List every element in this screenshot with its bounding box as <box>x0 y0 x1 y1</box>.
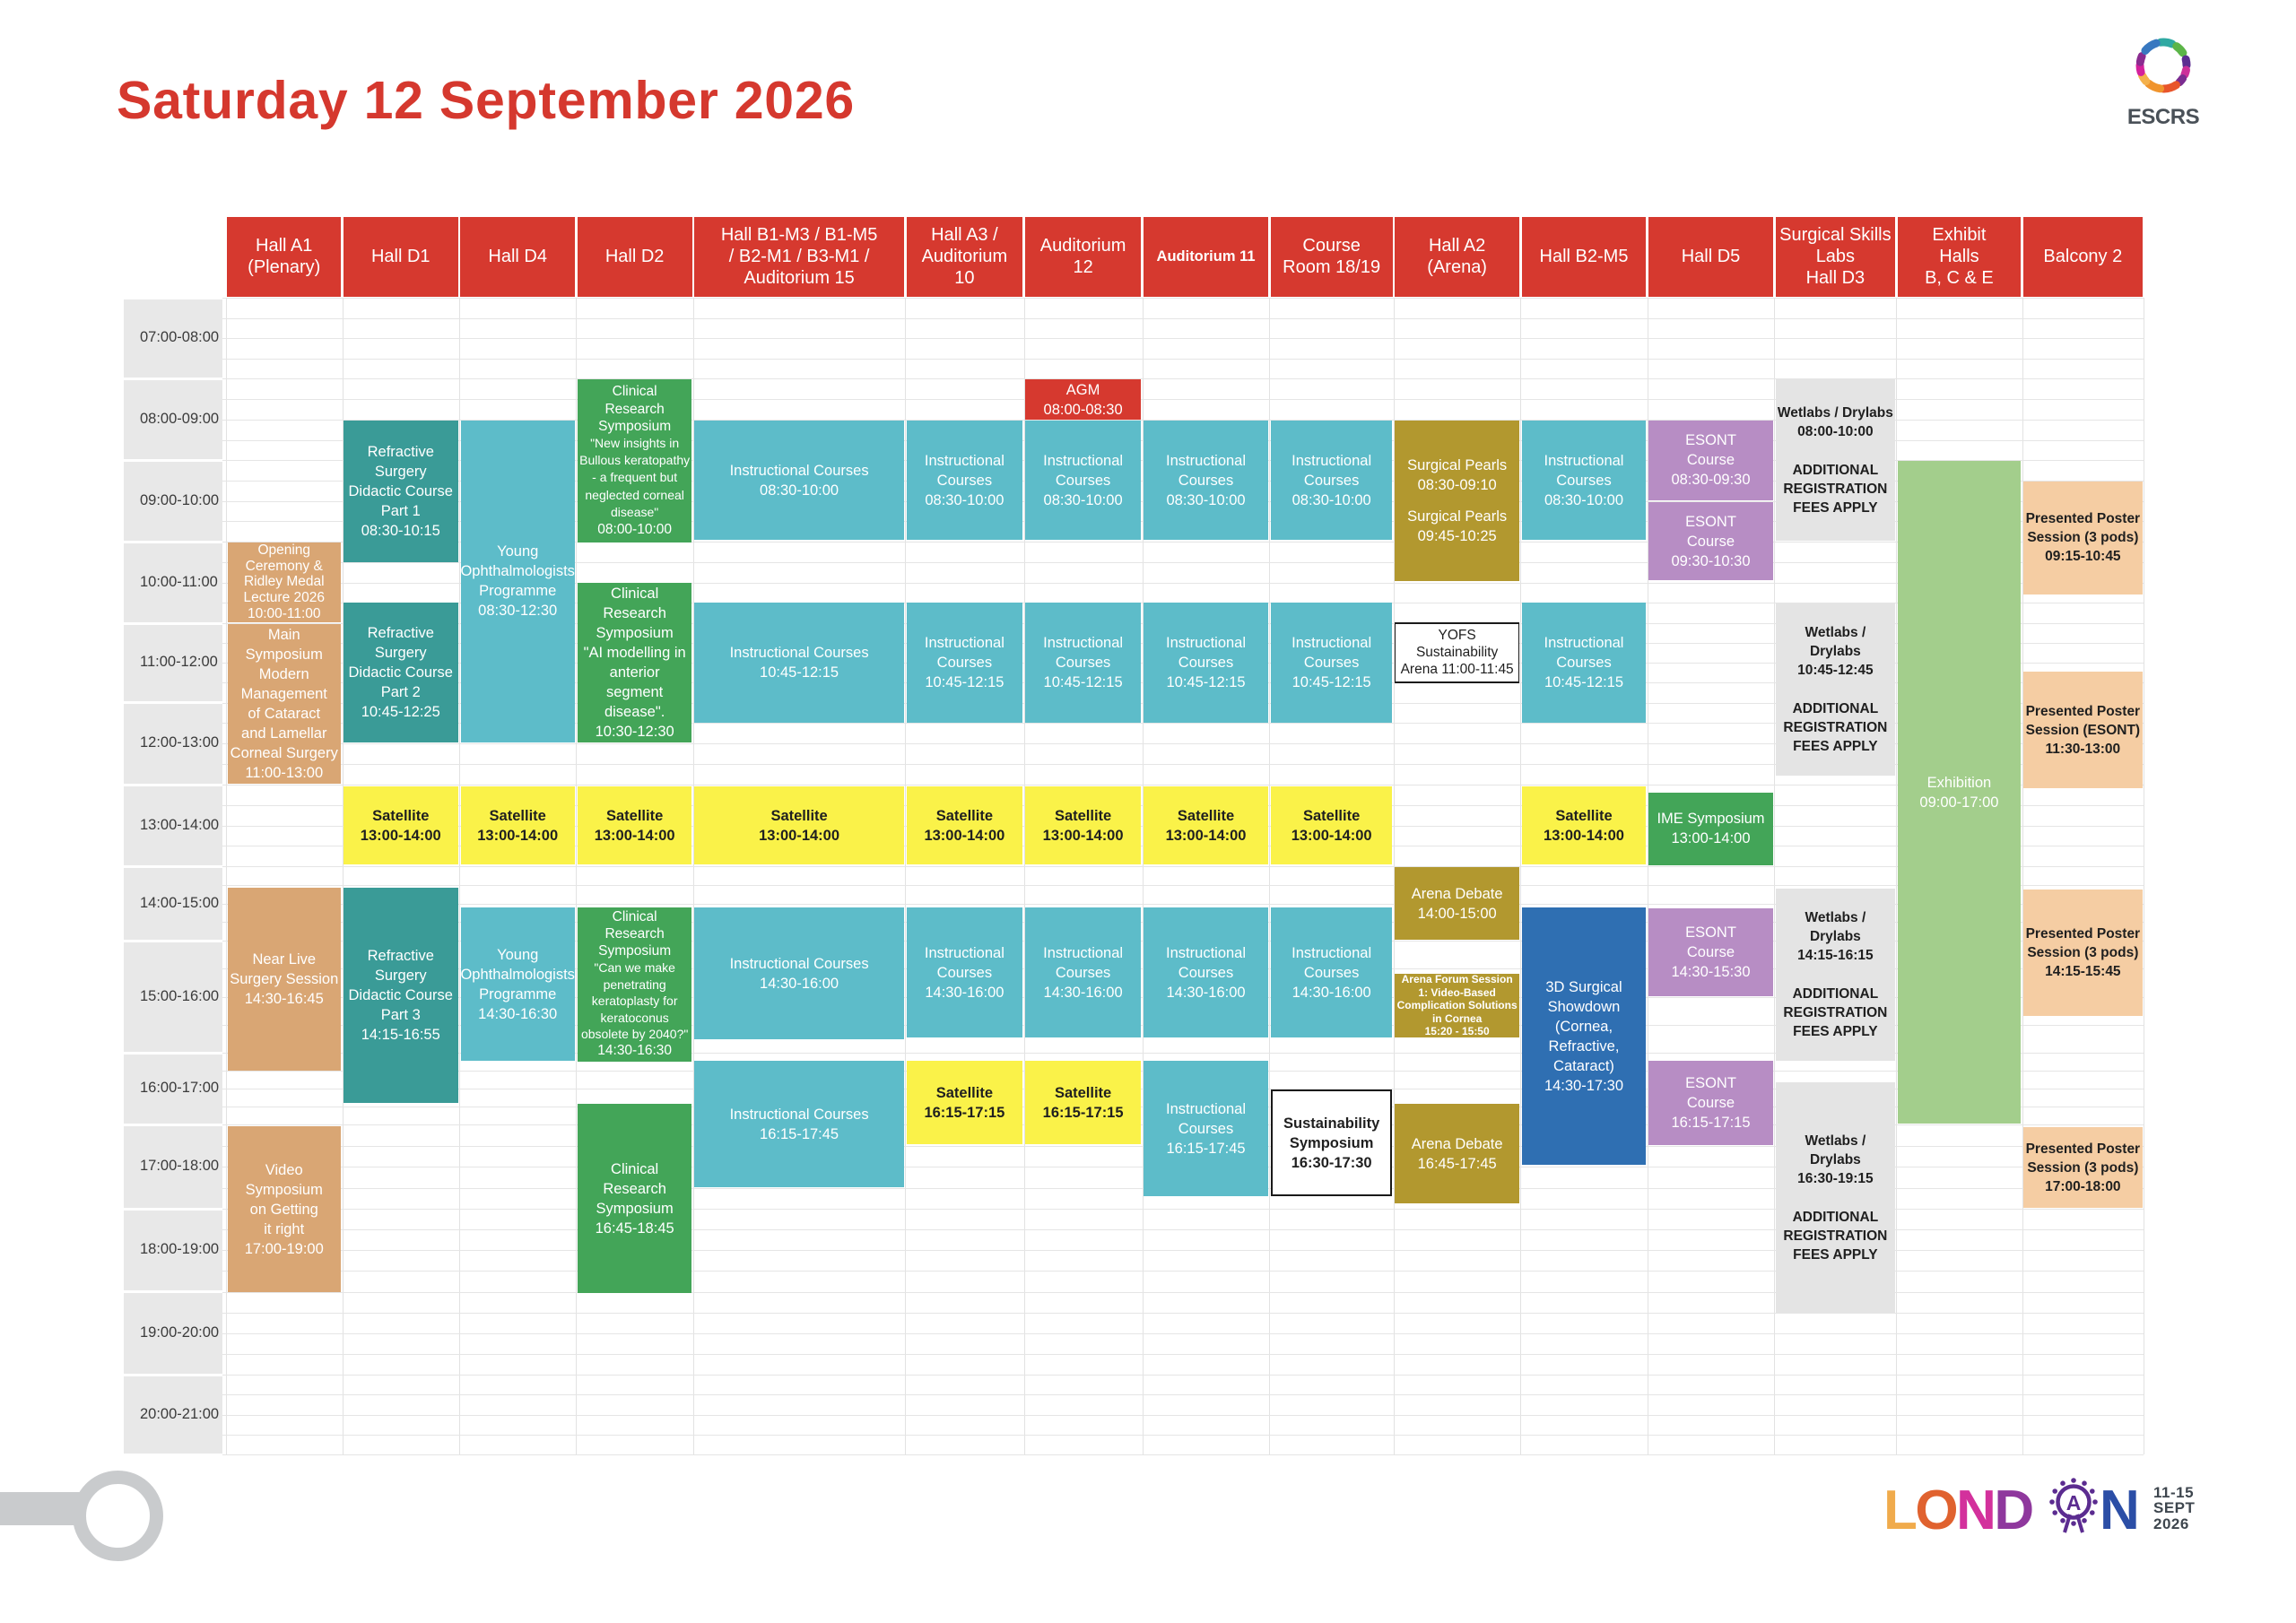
svg-text:A: A <box>2066 1491 2082 1515</box>
